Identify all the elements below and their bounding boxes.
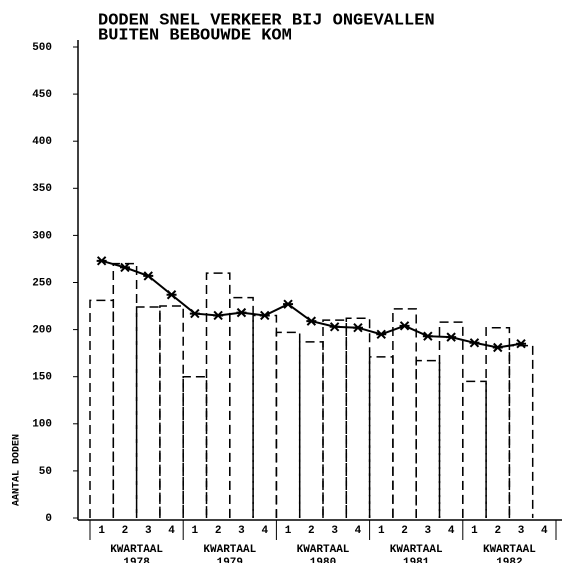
trend-marker (166, 290, 177, 300)
quarter-step (252, 314, 278, 518)
y-tick-label: 50 (39, 466, 52, 478)
trend-marker (469, 338, 480, 348)
group-year: 1981 (403, 557, 430, 563)
x-tick-label: 4 (261, 525, 268, 537)
y-tick-label: 100 (32, 419, 52, 431)
trend-marker (236, 307, 247, 318)
x-tick-label: 3 (518, 525, 525, 537)
y-axis-label: AANTAL DODEN (12, 434, 23, 506)
trend-marker (376, 329, 387, 340)
y-tick-label: 400 (32, 136, 52, 148)
x-tick-label: 4 (448, 525, 455, 537)
group-year: 1982 (496, 557, 522, 563)
trend-marker (259, 310, 270, 321)
quarter-step (368, 356, 394, 518)
y-tick-label: 0 (45, 513, 52, 525)
x-tick-label: 1 (471, 525, 478, 537)
trend-marker (213, 310, 224, 321)
quarter-step (112, 262, 138, 518)
x-tick-label: 3 (425, 525, 432, 537)
quarter-step (229, 296, 254, 518)
quarter-step (89, 299, 115, 518)
y-tick-label: 300 (32, 230, 52, 242)
group-year: 1980 (310, 557, 336, 563)
trend-marker (446, 332, 457, 342)
trend-line (101, 259, 522, 349)
trend-marker (189, 308, 200, 319)
quarter-step (322, 319, 348, 518)
quarter-step (345, 317, 371, 518)
trend-marker (516, 339, 527, 349)
trend-marker (399, 321, 410, 331)
x-tick-label: 4 (355, 525, 362, 537)
group-year: 1979 (217, 557, 243, 563)
x-tick-label: 3 (238, 525, 245, 537)
x-tick-label: 3 (331, 525, 338, 537)
group-label: KWARTAAL (390, 544, 443, 556)
y-tick-label: 500 (32, 42, 52, 54)
x-tick-label: 2 (494, 525, 501, 537)
quarter-step (159, 305, 184, 518)
x-tick-label: 1 (192, 525, 199, 537)
quarter-step (275, 331, 301, 518)
group-label: KWARTAAL (297, 544, 350, 556)
trend-marker (143, 271, 154, 281)
trend-marker (283, 299, 294, 309)
x-tick-label: 2 (122, 525, 129, 537)
trend-marker (352, 323, 363, 333)
y-tick-label: 250 (32, 277, 52, 289)
quarter-step (205, 272, 231, 518)
y-tick-label: 450 (32, 89, 52, 101)
trend-marker (492, 342, 503, 353)
y-tick-label: 200 (32, 325, 52, 337)
y-tick-label: 350 (32, 183, 52, 195)
x-tick-label: 2 (308, 525, 315, 537)
quarter-step (135, 306, 161, 518)
quarter-step (438, 321, 464, 518)
y-tick-label: 150 (32, 372, 52, 384)
group-label: KWARTAAL (203, 544, 256, 556)
quarter-step (485, 326, 511, 518)
trend-marker (119, 262, 130, 273)
quarter-step (462, 380, 487, 518)
quarter-step (508, 344, 534, 518)
quarter-step (392, 308, 417, 518)
trend-marker (306, 316, 317, 326)
group-label: KWARTAAL (110, 544, 163, 556)
quarter-step (415, 359, 441, 518)
x-tick-label: 1 (378, 525, 385, 537)
chart-title: BUITEN BEBOUWDE KOM (98, 26, 292, 45)
x-tick-label: 2 (401, 525, 408, 537)
x-tick-label: 2 (215, 525, 222, 537)
group-year: 1978 (123, 557, 150, 563)
group-label: KWARTAAL (483, 544, 536, 556)
quarter-step (298, 341, 324, 518)
x-tick-label: 1 (98, 525, 105, 537)
quarter-step (182, 375, 208, 518)
trend-marker (329, 322, 340, 332)
x-tick-label: 4 (541, 525, 548, 537)
x-tick-label: 3 (145, 525, 152, 537)
chart-title: DODEN SNEL VERKEER BIJ ONGEVALLEN (98, 11, 435, 30)
trend-marker (422, 331, 433, 341)
trend-marker (96, 256, 107, 266)
x-tick-label: 1 (285, 525, 292, 537)
x-tick-label: 4 (168, 525, 175, 537)
